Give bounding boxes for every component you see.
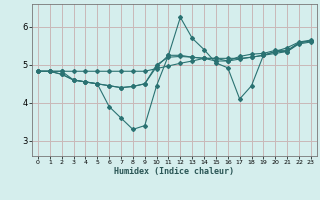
X-axis label: Humidex (Indice chaleur): Humidex (Indice chaleur): [115, 167, 234, 176]
